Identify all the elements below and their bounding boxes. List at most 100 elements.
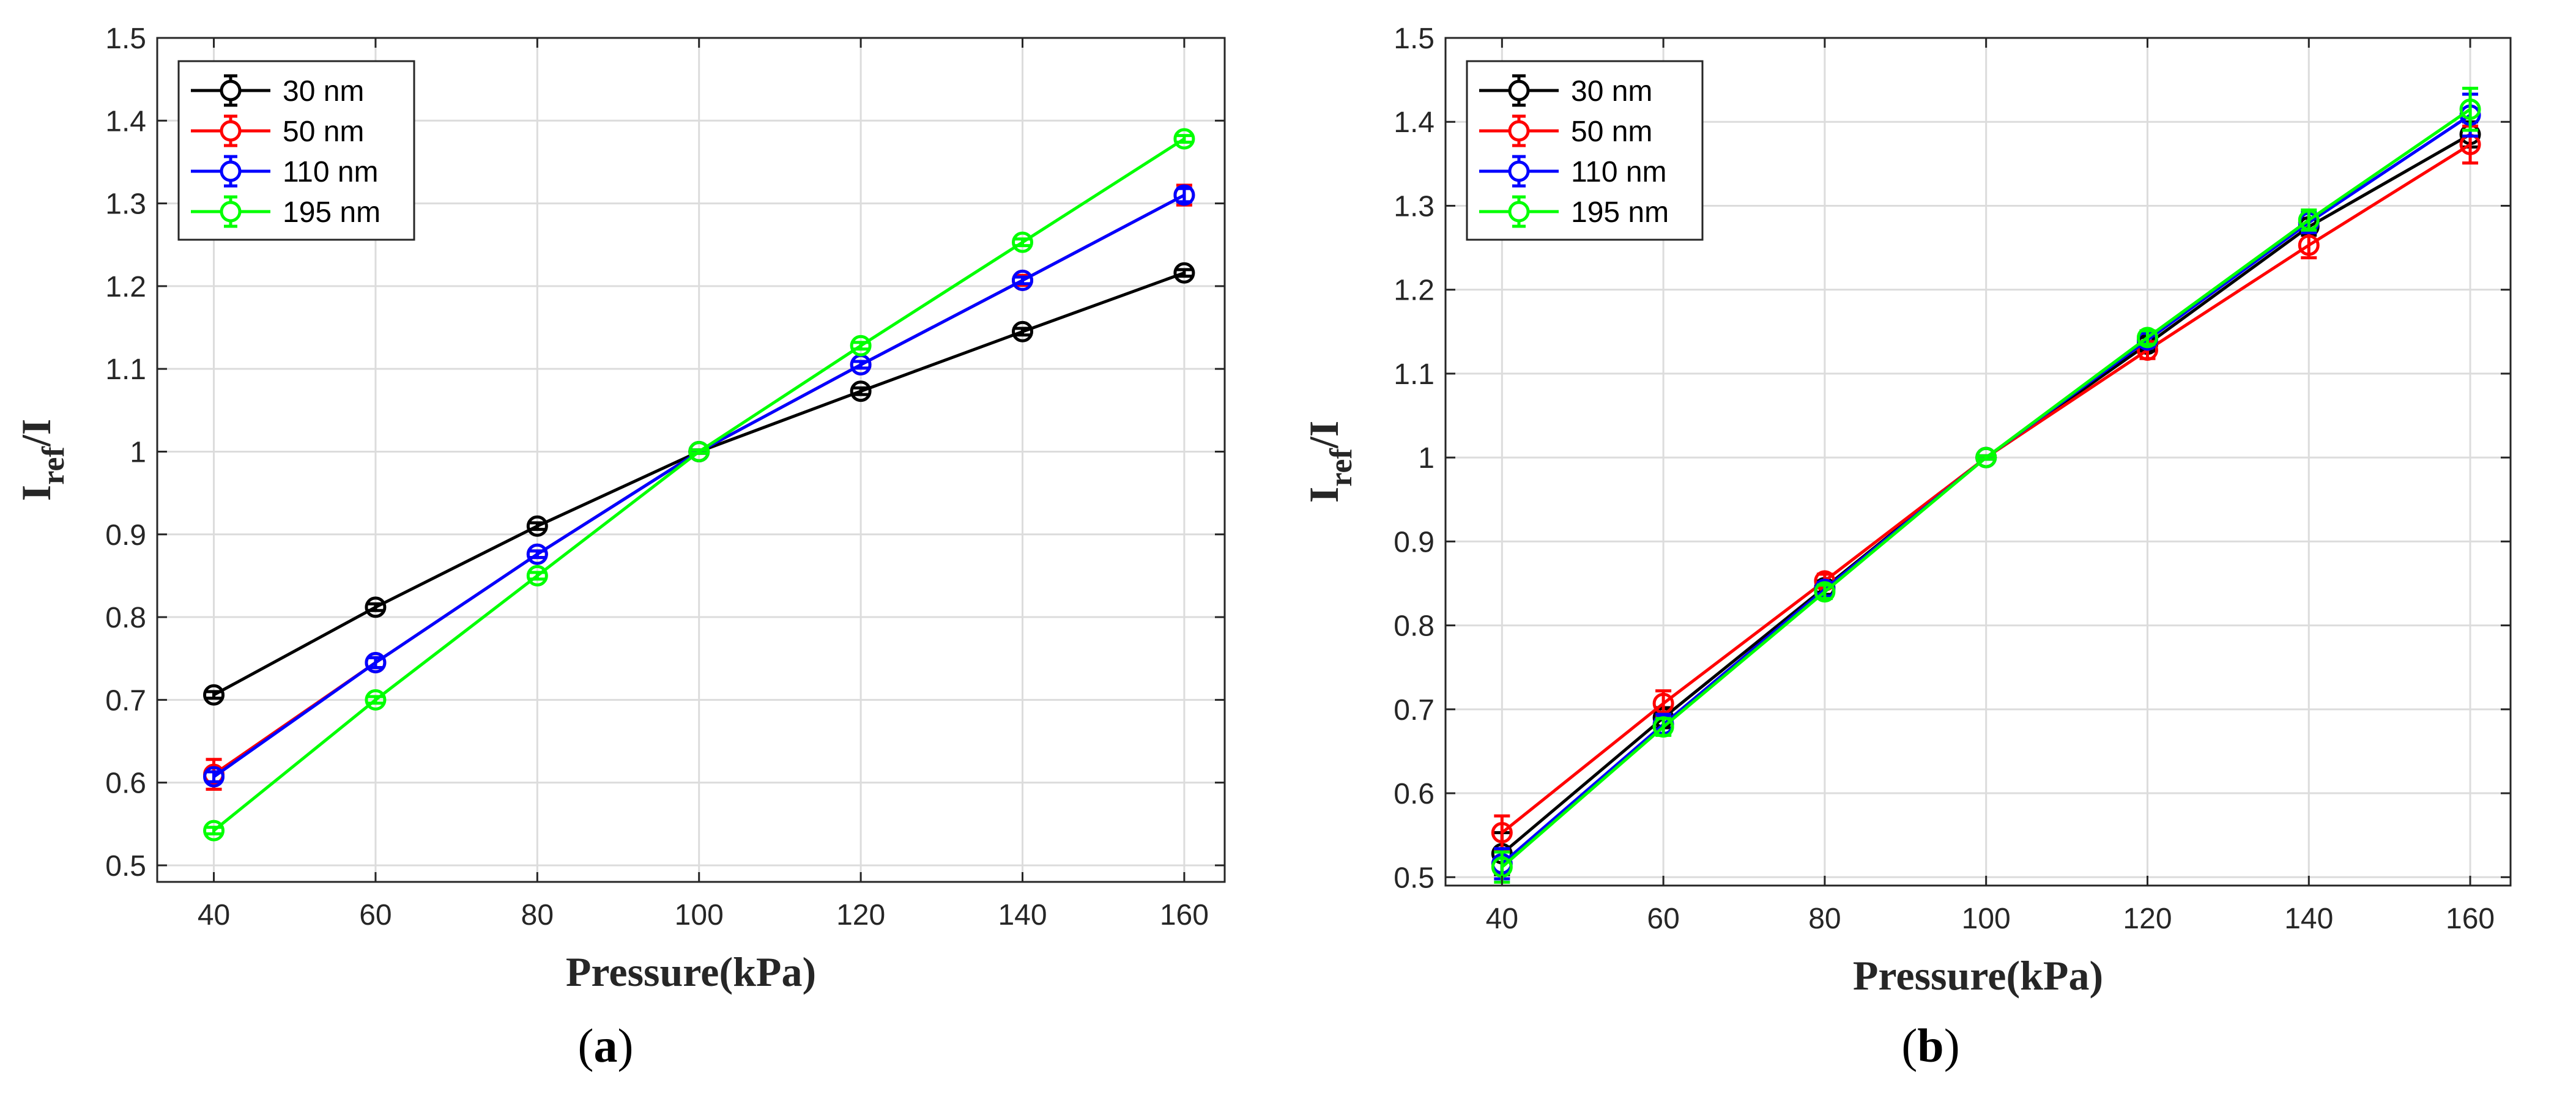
x-tick-label: 80 <box>521 899 554 931</box>
x-tick-label: 140 <box>998 899 1047 931</box>
x-axis-label: Pressure(kPa) <box>1853 952 2103 999</box>
y-axis-label-sub: ref <box>1324 448 1359 486</box>
y-axis-label: Iref/I <box>13 419 71 501</box>
data-point <box>1814 581 1836 603</box>
data-point <box>365 689 387 711</box>
x-tick-label: 120 <box>836 899 885 931</box>
y-tick-label: 1.5 <box>105 23 146 55</box>
x-tick-label: 40 <box>1486 903 1518 935</box>
axes-box <box>156 37 1226 883</box>
y-tick-label: 1.3 <box>1394 190 1435 223</box>
x-tick-label: 100 <box>675 899 724 931</box>
y-tick-label: 0.7 <box>1394 694 1435 727</box>
y-tick-label: 1.3 <box>105 188 146 221</box>
data-point <box>203 820 225 842</box>
y-axis-label-main: I <box>1301 487 1347 503</box>
data-point <box>526 515 548 537</box>
y-tick-label: 1.1 <box>1394 358 1435 391</box>
data-point <box>1012 320 1034 342</box>
legend-marker <box>220 120 242 142</box>
y-axis-label-main: I <box>13 485 59 501</box>
data-point <box>850 335 872 357</box>
data-point <box>850 380 872 402</box>
data-point <box>203 684 225 706</box>
data-point <box>1012 231 1034 253</box>
data-point <box>2298 209 2320 231</box>
legend-marker <box>1508 201 1530 223</box>
data-point <box>1173 184 1195 206</box>
data-point <box>1491 822 1513 844</box>
data-point <box>365 651 387 673</box>
chart-panel-a: 40 60 80 100 120 140 160 0.5 0.6 0.7 0.8 0.9 1 1.1 1.2… <box>13 23 1226 995</box>
y-tick-label: 1.2 <box>105 271 146 303</box>
y-tick-label: 0.8 <box>105 602 146 634</box>
legend-label: 110 nm <box>283 156 379 188</box>
legend: 30 nm 50 nm 110 nm 195 nm <box>177 60 415 241</box>
y-axis-label-tail: /I <box>13 419 59 447</box>
y-tick-label: 0.5 <box>105 850 146 883</box>
x-tick-label: 80 <box>1808 903 1841 935</box>
y-tick-label: 0.9 <box>1394 526 1435 558</box>
panel-caption-b-label: b <box>1917 1019 1944 1072</box>
legend-label: 195 nm <box>1571 196 1669 229</box>
y-tick-label: 1 <box>130 436 146 468</box>
data-point <box>1173 262 1195 284</box>
legend-label: 50 nm <box>1571 116 1652 148</box>
data-point <box>526 543 548 565</box>
data-point <box>1975 446 1997 468</box>
y-tick-label: 1.5 <box>1394 23 1435 55</box>
y-axis-label: Iref/I <box>1301 421 1359 503</box>
y-tick-label: 0.5 <box>1394 862 1435 894</box>
data-point <box>365 596 387 618</box>
legend: 30 nm 50 nm 110 nm 195 nm <box>1466 60 1704 241</box>
y-tick-label: 0.6 <box>105 768 146 800</box>
axes-box <box>1444 37 2512 887</box>
data-point <box>203 766 225 788</box>
x-tick-label: 120 <box>2123 903 2172 935</box>
panel-caption-a-label: a <box>593 1019 618 1072</box>
x-tick-label: 140 <box>2284 903 2333 935</box>
panel-caption-a: (a) <box>577 1019 634 1072</box>
x-tick-label: 160 <box>1160 899 1209 931</box>
y-tick-label: 1.2 <box>1394 275 1435 307</box>
data-point <box>1652 716 1674 738</box>
legend-label: 30 nm <box>1571 75 1652 108</box>
y-tick-label: 0.8 <box>1394 610 1435 643</box>
legend-label: 30 nm <box>283 75 364 108</box>
legend-marker <box>1508 120 1530 142</box>
x-axis-label: Pressure(kPa) <box>566 949 816 995</box>
data-point <box>1652 692 1674 714</box>
legend-label: 110 nm <box>1571 156 1667 188</box>
data-point <box>688 440 710 462</box>
data-point <box>1012 269 1034 291</box>
legend-marker <box>220 80 242 102</box>
y-axis-label-tail: /I <box>1301 421 1347 449</box>
legend-label: 195 nm <box>283 196 380 229</box>
x-tick-label: 160 <box>2446 903 2495 935</box>
data-point <box>1173 128 1195 150</box>
legend-label: 50 nm <box>283 116 364 148</box>
y-tick-label: 0.6 <box>1394 778 1435 810</box>
data-point <box>2136 327 2158 349</box>
y-tick-label: 1.4 <box>105 105 146 138</box>
legend-marker <box>220 201 242 223</box>
panel-caption-b: (b) <box>1901 1019 1960 1072</box>
y-tick-label: 0.7 <box>105 684 146 717</box>
y-tick-label: 1.1 <box>105 353 146 386</box>
x-tick-label: 60 <box>359 899 392 931</box>
y-tick-label: 0.9 <box>105 519 146 552</box>
legend-marker <box>220 160 242 182</box>
x-tick-label: 40 <box>198 899 230 931</box>
legend-marker <box>1508 80 1530 102</box>
x-tick-label: 100 <box>1962 903 2011 935</box>
data-point <box>526 564 548 587</box>
chart-panel-b: 40 60 80 100 120 140 160 0.5 0.6 0.7 0.8 0.9 1 1.1 1.2… <box>1301 23 2512 999</box>
y-tick-label: 1 <box>1418 442 1435 475</box>
y-tick-label: 1.4 <box>1394 106 1435 139</box>
y-axis-label-sub: ref <box>36 446 71 484</box>
data-point <box>2298 234 2320 256</box>
legend-marker <box>1508 160 1530 182</box>
x-tick-label: 60 <box>1647 903 1679 935</box>
data-point <box>2459 98 2481 120</box>
